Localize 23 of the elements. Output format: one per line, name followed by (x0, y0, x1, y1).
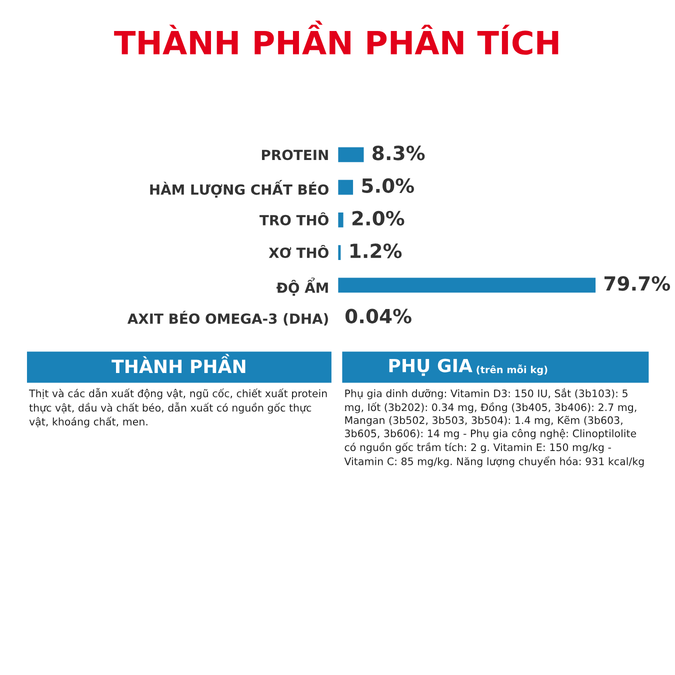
data-label: 5.0% (362, 178, 414, 193)
y-tick-label: PROTEIN (262, 150, 328, 160)
data-label: 0.04% (346, 308, 412, 324)
text: THÀNH PHẦN (112, 354, 246, 373)
bar (338, 244, 342, 262)
y-tick-label: HÀM LƯỢNG CHẤT BÉO (150, 180, 328, 198)
bar (338, 211, 345, 229)
data-label: 2.0% (352, 210, 404, 226)
text: Phụ gia dinh dưỡng: Vitamin D3: 150 IU, Sắt (3b103): 5 mg, Iốt (3b202): 0.34 mg, Đồng (3b405, 3b406): 2.7 mg, Mangan (3b502, 3b503, 3b504): 1.4 mg, Kẽm (3b603, 3b605, 3b606): 14 mg - Phụ gia công nghệ: Clinoptilolite có nguồn gốc trầm tích: 2 g. Vitamin E: 150 mg/kg - Vitamin C: 85 mg/kg. Năng lượng chuyển hóa: 931 kcal/kg (344, 388, 644, 468)
y-tick-label: ĐỘ ẨM (276, 278, 328, 296)
y-tick-label: AXIT BÉO OMEGA-3 (DHA) (127, 310, 328, 326)
y-tick-label: XƠ THÔ (268, 244, 328, 258)
y-tick-label: TRO THÔ (260, 212, 328, 226)
chart-title: THÀNH PHẦN PHÂN TÍCH (114, 20, 558, 55)
bar (338, 276, 597, 294)
data-label: 1.2% (350, 243, 402, 258)
data-label: 79.7% (604, 276, 670, 291)
text: Thịt và các dẫn xuất động vật, ngũ cốc, chiết xuất protein thực vật, dầu và chất béo, dẫn xuất có nguồn gốc thực vật, khoáng chất, men. (28, 388, 327, 428)
bar (338, 178, 354, 196)
data-label: 8.3% (372, 146, 425, 160)
text: PHỤ GIA (389, 358, 472, 376)
bar (338, 146, 366, 164)
text: (trên mỗi kg) (476, 364, 548, 376)
